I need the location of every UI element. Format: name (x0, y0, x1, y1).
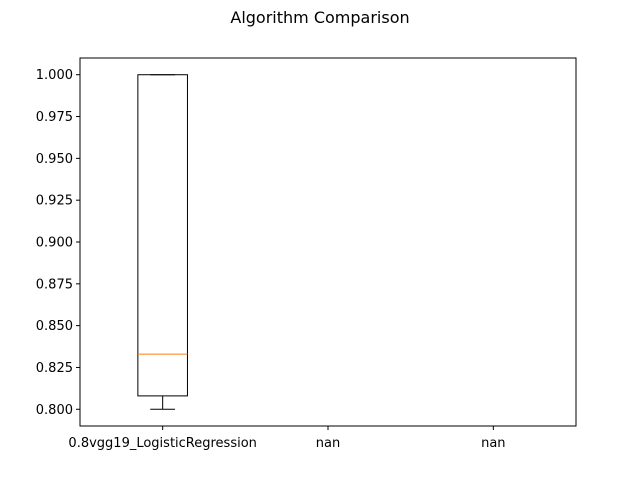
plot-area-frame (79, 57, 577, 427)
y-tick-label: 0.900 (36, 236, 73, 251)
y-tick-label: 1.000 (36, 68, 73, 83)
y-tick-label: 0.800 (36, 403, 73, 418)
x-tick-label: 0.8vgg19_LogisticRegression (68, 436, 256, 451)
y-axis: 0.800 0.825 0.850 0.875 0.900 0.925 0.950 0.975… (36, 68, 80, 418)
y-tick-label: 0.975 (36, 110, 73, 125)
box-series (137, 74, 188, 410)
x-axis: 0.8vgg19_LogisticRegression nan nan (68, 426, 506, 451)
y-tick-label: 0.875 (36, 277, 73, 292)
y-tick-label: 0.850 (36, 319, 73, 334)
y-tick-label: 0.950 (36, 152, 73, 167)
y-tick-label: 0.825 (36, 361, 73, 376)
x-tick-label: nan (481, 436, 505, 451)
x-tick-label: nan (316, 436, 340, 451)
box-plot-group (137, 74, 188, 410)
box-iqr (137, 74, 188, 397)
chart-title: Algorithm Comparison (230, 8, 409, 27)
y-tick-label: 0.925 (36, 194, 73, 209)
